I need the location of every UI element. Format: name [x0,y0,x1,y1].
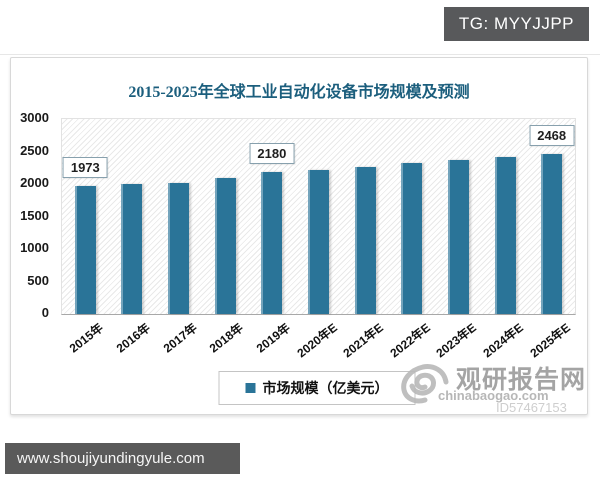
x-label-2025年E: 2025年E [527,320,573,361]
bar-2018年 [214,177,236,314]
bar-2025年E [541,153,563,314]
bar-2017年 [168,182,190,314]
y-tick-1000: 1000 [20,240,49,255]
y-tick-2000: 2000 [20,175,49,190]
bar-2020年E [308,170,329,314]
x-label-2020年E: 2020年E [293,320,340,361]
x-label-2016年: 2016年 [113,320,153,356]
x-label-2015年: 2015年 [67,320,107,356]
x-label-2024年E: 2024年E [480,320,526,361]
watermark-brand-text: 观研报告网 [456,367,587,394]
x-label-2017年: 2017年 [160,320,200,356]
bar-2022年E [401,163,423,314]
bar-2019年 [261,172,283,314]
y-tick-1500: 1500 [20,207,49,223]
legend-label: 市场规模（亿美元） [262,380,389,396]
bar-value-label-2025年E: 2468 [529,124,575,146]
legend-marker-icon [245,383,256,393]
y-tick-3000: 3000 [20,110,49,125]
bar-value-label-2015年: 1973 [62,156,108,178]
top-divider [0,54,600,55]
watermark: 观研报告网 chinabaogao.com ID57467153 [396,358,596,420]
bar-value-label-2019年: 2180 [249,143,295,165]
footer-url-badge: www.shoujiyundingyule.com [5,443,240,474]
bar-2024年E [494,156,516,314]
x-label-2021年E: 2021年E [340,320,386,361]
legend: 市场规模（亿美元） [218,371,416,405]
telegram-badge: TG: MYYJJPP [443,7,589,41]
watermark-domain-text: chinabaogao.com [438,388,549,403]
y-tick-0: 0 [41,305,49,320]
bar-2015年 [74,185,96,314]
watermark-id-text: ID57467153 [496,400,567,415]
chart-panel: 2015-2025年全球工业自动化设备市场规模及预测 0 500 1000 1500 2… [10,57,588,415]
bar-2016年 [121,184,143,314]
plot-area: 1973 2180 2468 [61,118,576,315]
chart-title: 2015-2025年全球工业自动化设备市场规模及预测 [128,84,470,101]
y-tick-500: 500 [27,272,49,288]
bar-2021年E [354,167,376,314]
bar-2023年E [447,159,469,314]
x-label-2022年E: 2022年E [387,320,433,361]
y-axis: 0 500 1000 1500 2000 2500 3000 [15,111,55,320]
x-label-2019年: 2019年 [253,320,293,356]
y-tick-2500: 2500 [20,142,49,158]
x-label-2018年: 2018年 [206,320,247,356]
watermark-logo-icon [401,364,449,404]
x-label-2023年E: 2023年E [433,320,480,361]
